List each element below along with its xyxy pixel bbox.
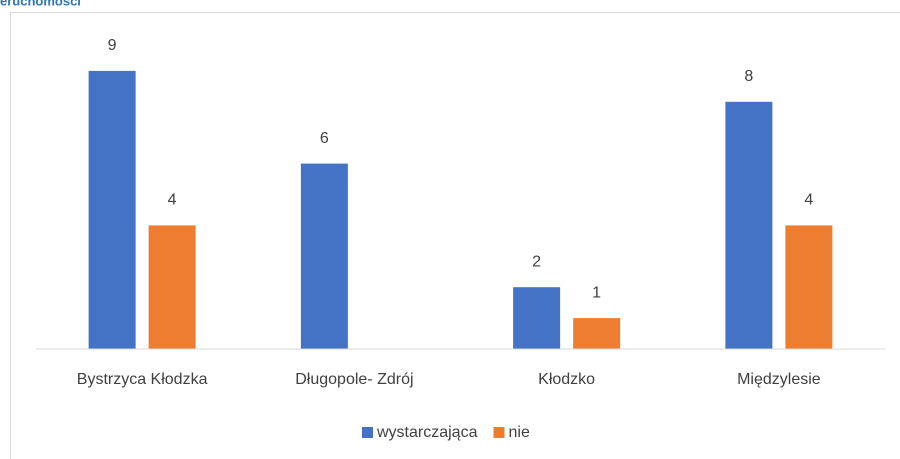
legend-label: nie: [508, 424, 529, 441]
bar: [785, 225, 833, 349]
data-label: 9: [108, 37, 117, 54]
legend-swatch: [362, 427, 373, 438]
bar: [88, 70, 136, 350]
chart-border: [10, 12, 900, 459]
legend-swatch: [493, 427, 505, 438]
x-tick-label: Międzylesie: [737, 371, 821, 388]
data-label: 8: [744, 68, 753, 85]
bar: [573, 318, 621, 349]
legend-label: wystarczająca: [376, 424, 478, 441]
data-label: 4: [804, 192, 813, 209]
x-tick-label: Długopole- Zdrój: [295, 371, 413, 388]
data-label: 2: [532, 253, 541, 270]
bar: [725, 101, 773, 349]
chart-title: eruchomości: [0, 0, 81, 8]
x-tick-label: Kłodzko: [538, 371, 595, 388]
x-tick-label: Bystrzyca Kłodzka: [77, 371, 208, 388]
data-label: 1: [592, 284, 601, 301]
bar: [513, 287, 561, 349]
bar: [148, 225, 196, 349]
bar: [300, 163, 348, 349]
data-label: 4: [168, 192, 177, 209]
data-label: 6: [320, 130, 329, 147]
